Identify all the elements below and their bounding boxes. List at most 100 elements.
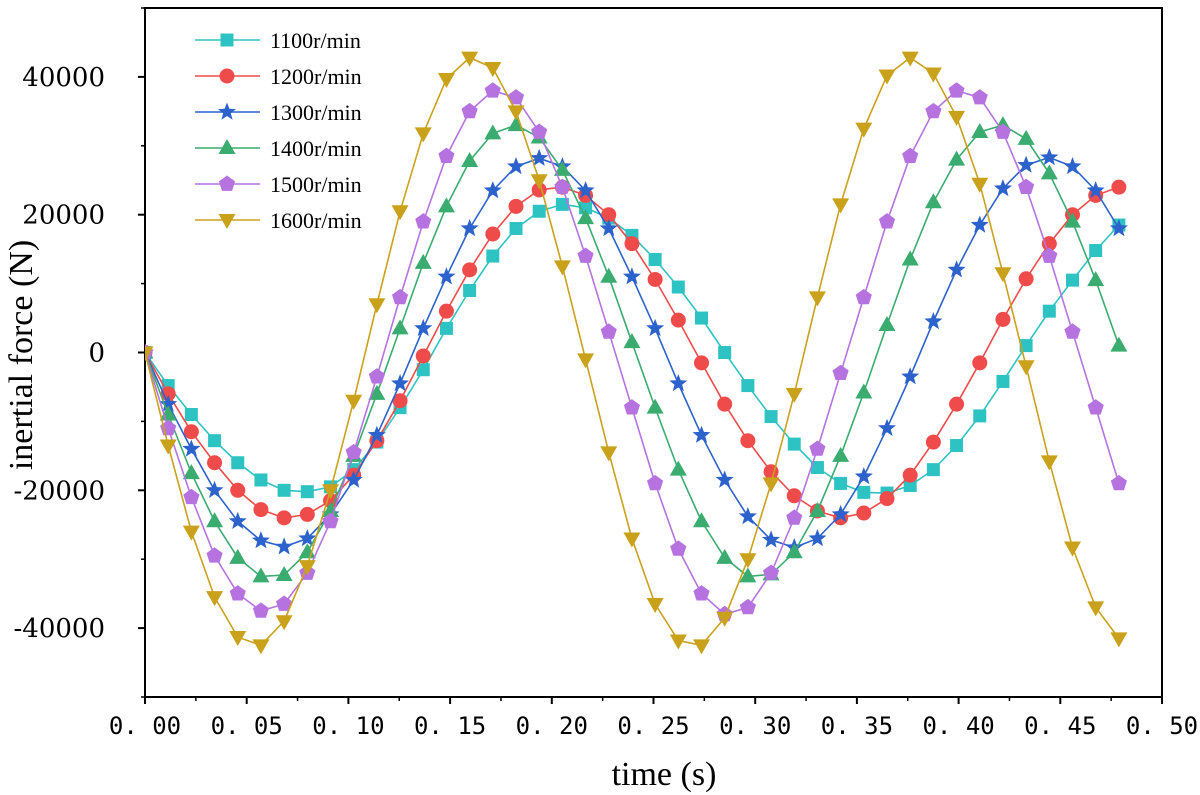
series-1400r/min [145, 116, 1128, 583]
data-point-1500r/min-14 [461, 102, 478, 119]
data-point-1500r/min-5 [252, 602, 269, 618]
data-point-1400r/min-10 [368, 384, 386, 400]
data-point-1500r/min-26 [739, 598, 756, 615]
data-point-1600r/min-29 [808, 291, 826, 307]
data-point-1500r/min-18 [554, 178, 571, 194]
data-point-1100r/min-4 [231, 456, 245, 470]
x-tick-label: 0. 30 [719, 712, 791, 740]
data-point-1200r/min-25 [717, 396, 733, 412]
x-tick-label: 0. 45 [1024, 712, 1096, 740]
data-point-1600r/min-0 [145, 346, 154, 362]
data-point-1400r/min-12 [414, 253, 432, 269]
data-point-1300r/min-40 [1063, 157, 1082, 175]
data-point-1200r/min-35 [949, 396, 965, 412]
data-point-1600r/min-23 [669, 634, 687, 650]
data-point-1300r/min-39 [1040, 148, 1059, 166]
data-point-1100r/min-7 [300, 485, 314, 499]
data-point-1500r/min-36 [971, 89, 988, 105]
data-point-1500r/min-33 [902, 147, 919, 163]
data-point-1100r/min-3 [208, 434, 222, 448]
data-point-1100r/min-13 [439, 321, 453, 335]
data-point-1200r/min-26 [740, 433, 756, 449]
data-point-1600r/min-3 [206, 591, 224, 607]
legend-entry-1300r/min: 1300r/min [195, 100, 362, 125]
data-point-1200r/min-6 [276, 510, 292, 526]
data-point-1500r/min-29 [809, 440, 826, 456]
data-point-1100r/min-25 [718, 346, 732, 359]
data-point-1500r/min-3 [206, 547, 223, 563]
data-point-1100r/min-26 [741, 379, 755, 393]
data-point-1600r/min-14 [461, 51, 479, 67]
data-point-1400r/min-14 [461, 151, 479, 167]
data-point-1500r/min-31 [855, 288, 872, 305]
data-point-1200r/min-22 [647, 271, 663, 287]
data-point-1300r/min-32 [878, 418, 896, 436]
data-point-1200r/min-2 [183, 424, 199, 440]
data-point-1300r/min-41 [1086, 181, 1105, 199]
data-point-1100r/min-36 [973, 409, 987, 423]
data-point-1100r/min-35 [950, 439, 964, 453]
data-point-1400r/min-33 [901, 250, 919, 266]
data-point-1200r/min-32 [879, 491, 895, 507]
data-point-1200r/min-34 [925, 434, 941, 450]
data-point-1100r/min-27 [764, 410, 778, 424]
data-point-1300r/min-7 [298, 529, 317, 547]
data-point-1200r/min-37 [995, 311, 1011, 327]
data-point-1600r/min-36 [971, 177, 989, 193]
data-point-1400r/min-26 [739, 567, 757, 583]
data-point-1400r/min-22 [646, 398, 664, 414]
data-point-1200r/min-3 [207, 455, 223, 471]
data-point-1100r/min-17 [532, 204, 546, 218]
x-tick-label: 0. 05 [211, 712, 283, 740]
data-point-1600r/min-15 [484, 61, 502, 77]
axis-layer: -40000 -20000 0 20000 40000 0. 00 0. 05 0. 10 0.… [14, 7, 1198, 740]
data-point-1100r/min-40 [1066, 273, 1080, 287]
data-point-1300r/min-14 [460, 219, 479, 237]
data-point-1400r/min-34 [924, 193, 942, 209]
data-point-1200r/min-15 [485, 226, 501, 242]
x-tick-label: 0. 10 [312, 712, 384, 740]
data-point-1400r/min-13 [437, 197, 455, 213]
data-point-1400r/min-24 [693, 512, 711, 528]
x-tick-label: 0. 25 [617, 712, 689, 740]
data-point-1100r/min-37 [996, 374, 1010, 388]
data-point-1300r/min-36 [970, 215, 989, 233]
data-point-1500r/min-8 [322, 512, 339, 529]
data-point-1500r/min-2 [183, 488, 200, 505]
data-point-1300r/min-27 [762, 530, 781, 548]
data-point-1500r/min-23 [670, 540, 687, 556]
x-tick-label: 0. 50 [1126, 712, 1198, 740]
data-point-1600r/min-5 [252, 639, 270, 655]
y-tick-label: 20000 [22, 201, 105, 231]
data-point-1100r/min-31 [857, 485, 871, 499]
x-axis-title: time (s) [612, 756, 717, 793]
data-point-1300r/min-9 [344, 470, 363, 488]
data-point-1100r/min-30 [834, 476, 848, 490]
y-tick-label: -20000 [14, 476, 106, 506]
data-point-1500r/min-22 [647, 474, 664, 491]
data-point-1500r/min-6 [276, 595, 293, 611]
data-point-1400r/min-2 [182, 464, 200, 480]
data-point-1600r/min-17 [530, 174, 548, 190]
data-point-1500r/min-24 [693, 585, 710, 601]
series-layer [145, 51, 1128, 655]
legend-marker [219, 68, 235, 84]
data-point-1300r/min-6 [275, 537, 294, 555]
data-point-1100r/min-6 [277, 483, 291, 497]
data-point-1400r/min-42 [1110, 336, 1128, 352]
data-point-1600r/min-7 [298, 560, 316, 576]
data-point-1300r/min-35 [947, 260, 966, 278]
data-point-1200r/min-31 [856, 505, 872, 521]
data-point-1300r/min-1 [159, 394, 178, 412]
legend-label: 1400r/min [270, 136, 362, 161]
data-point-1500r/min-19 [577, 247, 594, 263]
data-point-1500r/min-11 [392, 288, 409, 305]
y-axis-title: inertial force (N) [3, 240, 40, 470]
data-point-1400r/min-31 [855, 383, 873, 399]
data-point-1500r/min-17 [531, 123, 548, 139]
data-point-1400r/min-28 [785, 543, 803, 559]
data-point-1600r/min-35 [948, 110, 966, 126]
legend-label: 1500r/min [270, 172, 362, 197]
data-point-1200r/min-4 [230, 482, 246, 498]
